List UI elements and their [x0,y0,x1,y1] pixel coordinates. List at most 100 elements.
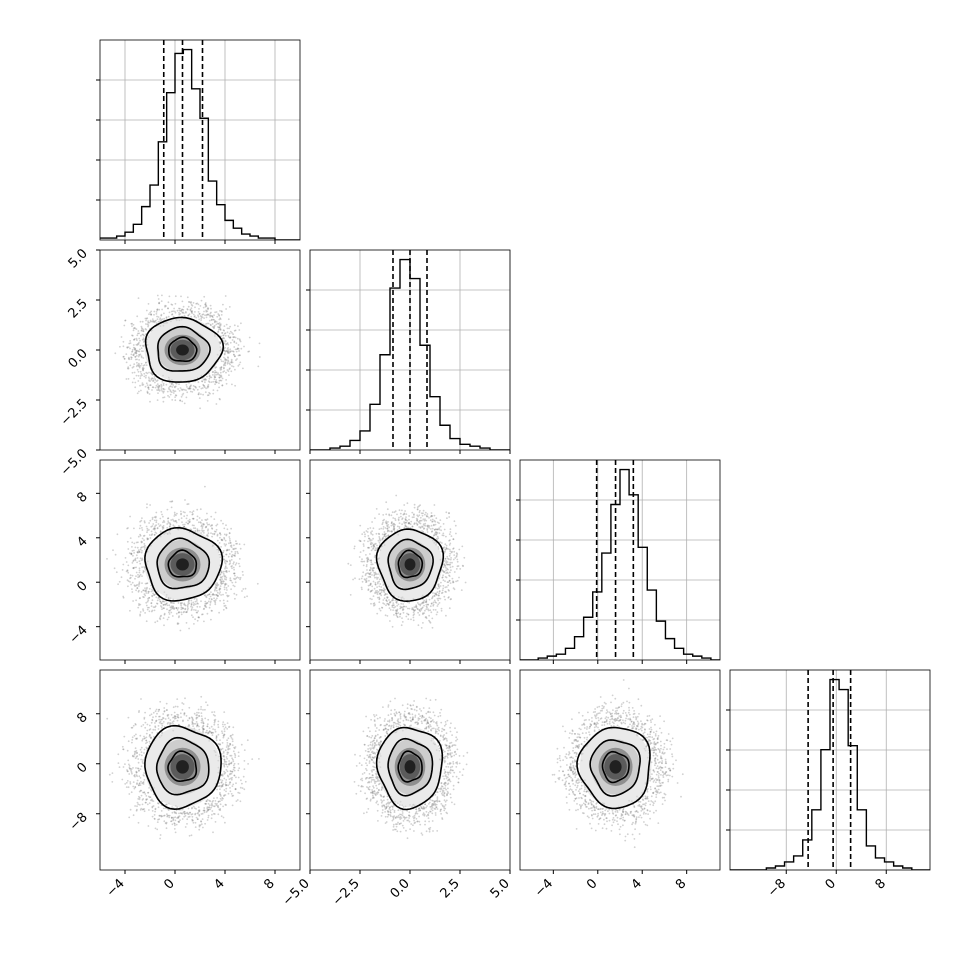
scatter-point [233,355,236,358]
scatter-point [208,374,211,377]
scatter-point [141,529,144,531]
scatter-point [431,806,434,809]
scatter-point [444,784,447,787]
scatter-point [368,754,371,756]
scatter-point [191,818,194,821]
scatter-point [135,809,138,812]
scatter-point [447,787,449,790]
scatter-point [178,820,180,823]
scatter-point [146,391,149,394]
scatter-point [225,763,227,765]
scatter-point [214,376,216,379]
scatter-point [409,719,412,722]
scatter-point [445,544,448,547]
scatter-point [399,716,402,718]
scatter-point [376,582,379,585]
scatter-point [449,528,452,531]
scatter-point [225,607,228,610]
scatter-point [443,571,445,574]
scatter-point [436,800,439,803]
scatter-point [236,358,238,360]
scatter-point [225,382,228,385]
scatter-point [234,563,237,566]
scatter-point [411,516,414,519]
scatter-point [122,595,125,598]
scatter-point [398,823,401,825]
scatter-point [218,784,221,787]
scatter-point [166,602,168,605]
scatter-point [355,765,358,767]
scatter-point [385,730,388,733]
scatter-point [189,309,192,312]
scatter-point [423,813,426,816]
scatter-point [132,560,135,563]
scatter-point [148,378,151,380]
scatter-point [443,792,446,795]
scatter-point [166,722,169,725]
scatter-point [163,725,166,728]
scatter-point [177,602,180,604]
scatter-point [137,549,140,552]
scatter-point [237,791,240,794]
scatter-point [419,823,422,826]
scatter-point [204,378,207,380]
scatter-point [160,815,163,818]
panel-frame [519,459,721,661]
scatter-point [439,519,442,521]
scatter-point [240,743,243,746]
scatter-point [133,774,136,776]
scatter-point [173,828,176,830]
scatter-point [165,709,168,711]
scatter-point [375,780,377,783]
scatter-point [456,738,459,741]
scatter-point [143,808,146,810]
scatter-point [596,815,599,818]
scatter-point [134,546,137,549]
scatter-point [226,361,229,364]
scatter-point [450,598,452,600]
scatter-point [132,600,135,602]
scatter-point [162,388,165,390]
scatter-point [175,612,178,615]
scatter-point [603,818,605,821]
scatter-point [434,800,436,803]
scatter-point [440,782,443,784]
scatter-point [223,777,226,780]
scatter-point [146,531,148,534]
scatter-point [385,599,388,601]
scatter-point [448,579,451,582]
scatter-point [388,724,391,727]
scatter-point [185,622,188,624]
scatter-point [136,349,139,352]
scatter-point [225,549,228,552]
scatter-point [449,762,452,765]
scatter-point [386,597,389,599]
scatter-point [452,580,454,583]
scatter-point [220,546,223,548]
scatter-point [377,820,379,822]
scatter-point [140,559,143,562]
scatter-point [122,596,125,599]
scatter-point [428,620,431,623]
scatter-point [138,550,141,553]
scatter-point [422,613,424,616]
scatter-point [418,808,420,810]
scatter-point [433,803,436,805]
scatter-point [445,511,448,514]
scatter-point [420,627,423,629]
scatter-point [149,714,151,717]
hist-panel-3 [726,669,931,871]
scatter-point [201,613,203,616]
scatter-point [380,795,383,798]
scatter-point [412,619,415,622]
scatter-point [435,722,437,724]
scatter-point [207,528,210,531]
scatter-point [370,791,373,794]
scatter-point [659,784,662,787]
scatter-point [196,724,199,727]
scatter-point [200,695,203,698]
scatter-point [414,714,417,717]
scatter-point [442,805,444,808]
scatter-point [395,601,398,604]
scatter-point [142,596,144,598]
